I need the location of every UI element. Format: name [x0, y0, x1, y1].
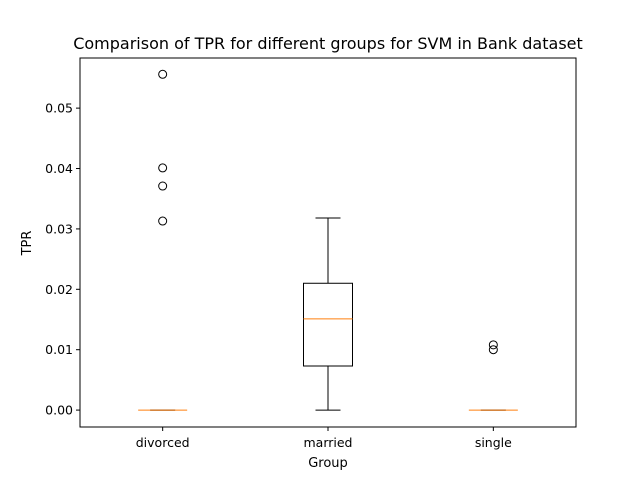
- outlier-point: [158, 69, 168, 79]
- outlier-point: [158, 163, 168, 173]
- plot-area: 0.00 0.01 0.02 0.03 0.04 0.05 divorced married s…: [45, 57, 577, 450]
- y-tick-label: 0.01: [45, 342, 73, 357]
- x-tick-label: single: [475, 435, 512, 450]
- x-tick-label: divorced: [136, 435, 190, 450]
- y-tick-label: 0.00: [45, 403, 73, 418]
- y-axis-label: TPR: [20, 231, 35, 257]
- outlier-point: [158, 181, 168, 191]
- outlier-point: [158, 216, 168, 226]
- chart-title: Comparison of TPR for different groups f…: [73, 34, 583, 53]
- y-tick-label: 0.05: [45, 101, 73, 116]
- x-tick-label: married: [304, 435, 353, 450]
- y-tick-label: 0.03: [45, 221, 73, 236]
- outlier-point: [488, 340, 498, 350]
- outlier-point: [488, 345, 498, 355]
- x-axis-label: Group: [308, 456, 348, 471]
- box-married: [303, 282, 353, 367]
- y-tick-label: 0.02: [45, 282, 73, 297]
- y-tick-label: 0.04: [45, 161, 73, 176]
